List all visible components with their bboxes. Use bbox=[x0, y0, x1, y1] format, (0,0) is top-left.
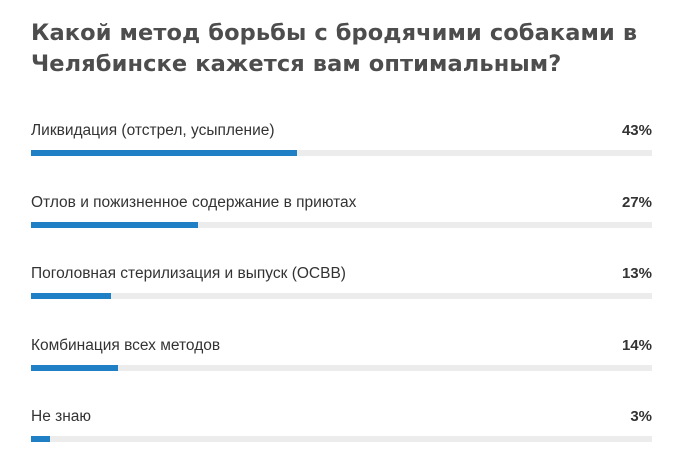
option-percent: 27% bbox=[621, 193, 652, 211]
bar-fill bbox=[31, 293, 111, 299]
bar-fill bbox=[31, 221, 198, 228]
poll-option: Ликвидация (отстрел, усыпление) 43% bbox=[31, 122, 652, 162]
option-percent: 43% bbox=[621, 122, 652, 139]
option-percent: 14% bbox=[621, 336, 652, 354]
bar-track bbox=[31, 364, 652, 371]
poll-option: Поголовная стерилизация и выпуск (ОСВВ) 1… bbox=[31, 265, 652, 305]
bar-fill bbox=[31, 364, 118, 371]
bar-track bbox=[31, 150, 652, 156]
bar-fill bbox=[31, 436, 50, 442]
bar-track bbox=[31, 293, 652, 299]
option-label: Поголовная стерилизация и выпуск (ОСВВ) bbox=[31, 265, 346, 282]
option-label: Комбинация всех методов bbox=[31, 336, 221, 354]
poll-option: Комбинация всех методов 14% bbox=[31, 337, 652, 377]
bar-track bbox=[31, 436, 652, 442]
option-percent: 13% bbox=[621, 265, 652, 282]
poll-option: Отлов и пожизненное содержание в приютах… bbox=[31, 194, 652, 234]
option-percent: 3% bbox=[630, 408, 652, 425]
poll-option: Не знаю 3% bbox=[31, 408, 652, 448]
bar-track bbox=[31, 221, 652, 228]
option-label: Ликвидация (отстрел, усыпление) bbox=[31, 122, 275, 139]
option-label: Не знаю bbox=[31, 408, 92, 425]
bar-fill bbox=[31, 150, 297, 156]
option-label: Отлов и пожизненное содержание в приютах bbox=[31, 193, 357, 211]
poll-title: Какой метод борьбы с бродячими собаками … bbox=[31, 20, 638, 77]
